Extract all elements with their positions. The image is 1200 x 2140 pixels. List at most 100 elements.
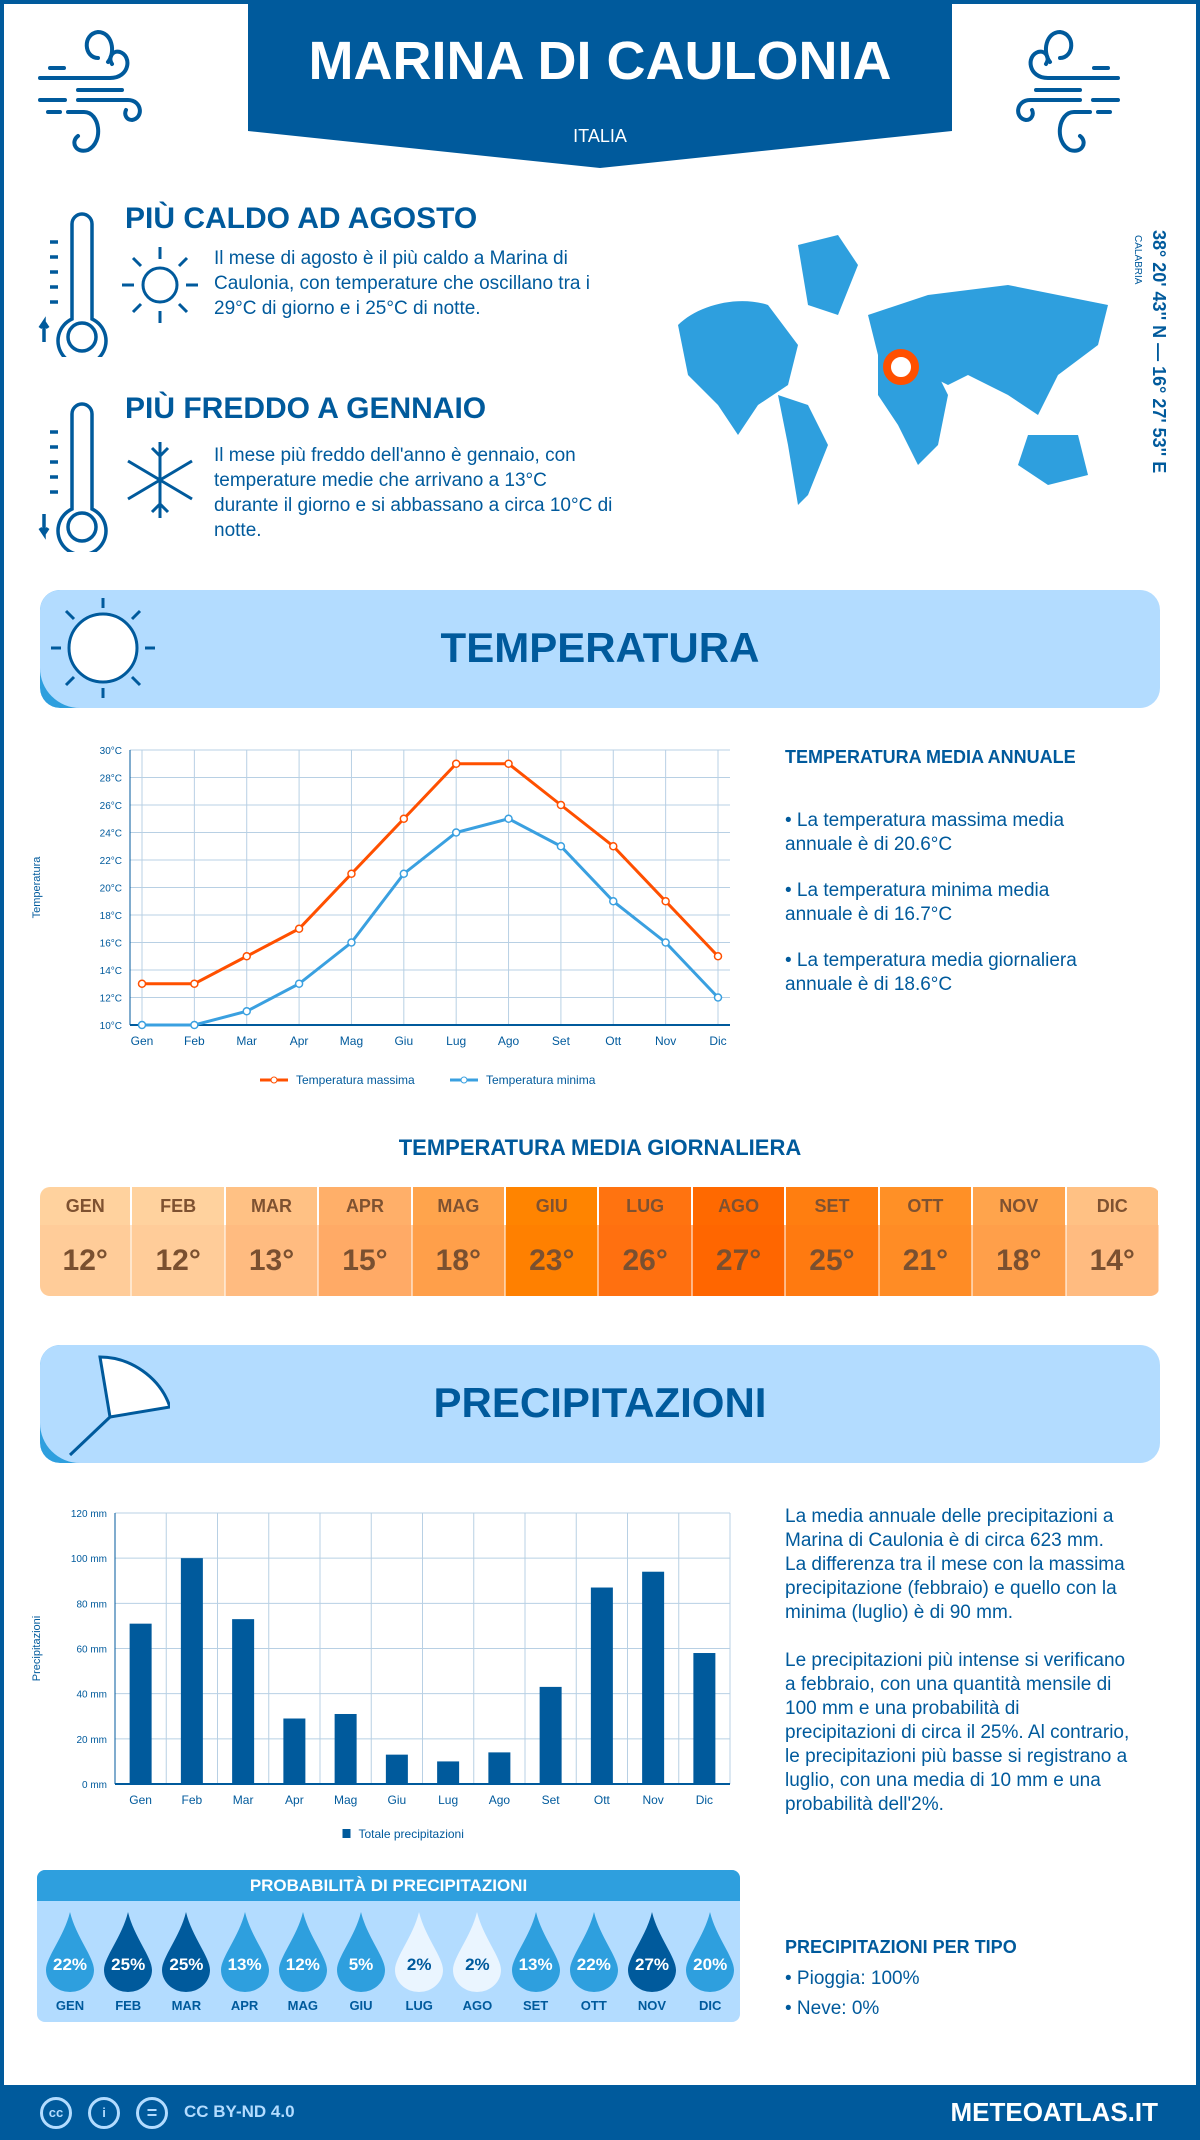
data-point xyxy=(556,842,566,851)
x-tick-label: Mar xyxy=(233,1793,254,1807)
precip-probability-drop: 2% LUG xyxy=(393,1912,445,2013)
x-tick-label: Giu xyxy=(388,1793,407,1807)
data-point xyxy=(556,800,566,810)
precip-bar xyxy=(539,1686,562,1784)
legend-marker xyxy=(460,1076,468,1084)
precip-type-rain: • Pioggia: 100% xyxy=(785,1968,920,1989)
cc-icon: cc xyxy=(40,2097,72,2129)
precip-probability-month: GIU xyxy=(349,1998,373,2013)
data-point xyxy=(451,759,461,768)
x-tick-label: Lug xyxy=(438,1793,458,1807)
data-point xyxy=(713,993,723,1002)
x-tick-label: Nov xyxy=(655,1034,676,1048)
daily-temp-value: 15° xyxy=(318,1225,413,1296)
x-tick-label: Feb xyxy=(184,1034,205,1048)
raindrop-icon xyxy=(511,1912,560,1992)
data-point xyxy=(294,924,304,933)
legend-label: Temperatura massima xyxy=(296,1073,415,1087)
precip-probability-title: PROBABILITÀ DI PRECIPITAZIONI xyxy=(37,1870,740,1901)
precip-probability-drop: 5% GIU xyxy=(335,1912,387,2013)
daily-temp-value: 14° xyxy=(1065,1225,1160,1296)
precipitation-chart: 0 mm 20 mm 40 mm 60 mm 80 mm 100 mm 120 mm Gen F… xyxy=(31,1509,731,1841)
precip-probability-drop: 25% FEB xyxy=(102,1912,154,2013)
site-link[interactable]: METEOATLAS.IT xyxy=(950,2097,1158,2127)
data-point xyxy=(609,897,618,906)
daily-month-label: DIC xyxy=(1065,1187,1160,1225)
precip-probability-drop: 22% OTT xyxy=(568,1912,620,2013)
precip-summary-p2: Le precipitazioni più intense si verific… xyxy=(785,1650,1130,1815)
y-tick-label: 30°C xyxy=(100,746,122,757)
daily-temp-value: 12° xyxy=(40,1225,133,1296)
daily-month-label: MAG xyxy=(411,1187,507,1225)
precip-bar xyxy=(180,1558,203,1784)
sun-icon xyxy=(51,598,155,698)
y-tick-label: 14°C xyxy=(100,966,122,977)
x-tick-label: Dic xyxy=(696,1793,713,1807)
data-point xyxy=(504,814,513,823)
daily-temp-value: 25° xyxy=(785,1225,880,1296)
x-tick-label: Gen xyxy=(129,1793,152,1807)
precip-probability-drop: 13% SET xyxy=(510,1912,562,2013)
raindrop-icon xyxy=(686,1912,735,1992)
precip-bar xyxy=(283,1718,306,1784)
precip-probability-month: MAG xyxy=(287,1998,318,2013)
data-point xyxy=(713,952,723,961)
y-tick-label: 22°C xyxy=(100,856,122,867)
region-label: CALABRIA xyxy=(1132,235,1143,285)
precip-probability-value: 20% xyxy=(693,1955,728,1974)
daily-temp-value: 21° xyxy=(878,1225,974,1296)
raindrop-icon xyxy=(278,1912,327,1992)
y-axis-label: Precipitazioni xyxy=(31,1616,43,1681)
x-tick-label: Gen xyxy=(131,1034,154,1048)
legend-label: Temperatura minima xyxy=(486,1073,596,1087)
temperature-chart: 10°C 12°C 14°C 16°C 18°C 20°C 22°C 24°C 26°C 28°C… xyxy=(31,746,730,1087)
daily-temp-value: 26° xyxy=(598,1225,693,1296)
daily-month-label: MAR xyxy=(224,1187,320,1225)
world-map xyxy=(678,235,1108,505)
x-tick-label: Ago xyxy=(498,1034,520,1048)
raindrop-icon xyxy=(104,1912,153,1992)
raindrop-icon xyxy=(337,1912,385,1992)
precip-probability-value: 13% xyxy=(518,1955,553,1974)
y-tick-label: 100 mm xyxy=(71,1554,107,1565)
daily-month-label: SET xyxy=(785,1187,880,1225)
x-tick-label: Apr xyxy=(285,1793,304,1807)
attribution-icon: i xyxy=(88,2097,120,2129)
precip-probability-drop: 22% GEN xyxy=(44,1912,96,2013)
thermometer-down-icon xyxy=(38,402,108,552)
daily-temp-value: 23° xyxy=(505,1225,600,1296)
precip-probability-value: 12% xyxy=(285,1955,320,1974)
daily-month-label: OTT xyxy=(878,1187,974,1225)
annual-temp-mean: • La temperatura media giornaliera annua… xyxy=(785,950,1077,995)
legend-swatch xyxy=(342,1829,351,1838)
y-axis-label: Temperatura xyxy=(31,856,43,919)
daily-temp-value: 13° xyxy=(224,1225,320,1296)
x-tick-label: Mag xyxy=(340,1034,363,1048)
legend-label: Totale precipitazioni xyxy=(359,1827,464,1841)
precip-bar xyxy=(488,1752,511,1784)
precip-probability-drop: 25% MAR xyxy=(160,1912,212,2013)
precip-summary-p1: La media annuale delle precipitazioni a … xyxy=(785,1506,1125,1623)
precip-bar xyxy=(334,1713,357,1784)
series-line xyxy=(142,762,720,986)
temperature-title: TEMPERATURA xyxy=(440,624,760,671)
license-link[interactable]: CC BY-ND 4.0 xyxy=(184,2102,295,2121)
precip-probability-drop: 2% AGO xyxy=(451,1912,503,2013)
precip-probability-month: APR xyxy=(230,1998,259,2013)
y-tick-label: 24°C xyxy=(100,829,122,840)
precip-bar xyxy=(642,1571,665,1784)
country-label: ITALIA xyxy=(573,126,627,146)
x-tick-label: Feb xyxy=(182,1793,203,1807)
data-point xyxy=(661,897,670,906)
x-tick-label: Mag xyxy=(334,1793,357,1807)
annual-temp-min: • La temperatura minima media annuale è … xyxy=(785,880,1050,925)
x-tick-label: Dic xyxy=(709,1034,726,1048)
y-tick-label: 60 mm xyxy=(76,1645,107,1656)
daily-temp-value: 18° xyxy=(972,1225,1067,1296)
temperature-section-banner: TEMPERATURA xyxy=(40,590,1160,708)
precip-bar xyxy=(385,1754,408,1784)
precip-probability-value: 22% xyxy=(576,1955,611,1974)
y-tick-label: 40 mm xyxy=(76,1690,107,1701)
data-point xyxy=(451,828,461,837)
daily-month-label: AGO xyxy=(691,1187,787,1225)
